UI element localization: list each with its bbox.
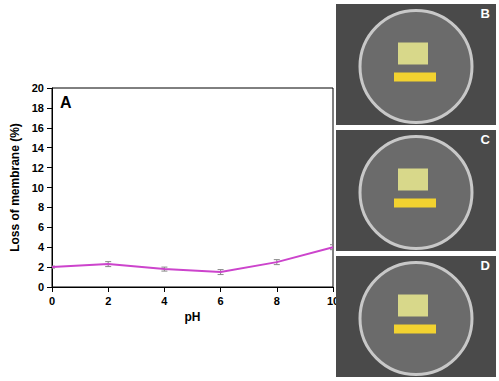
svg-text:2: 2 [105, 295, 111, 307]
svg-text:12: 12 [32, 162, 44, 174]
svg-text:6: 6 [218, 295, 224, 307]
svg-text:pH: pH [185, 310, 201, 324]
html-text:D: D [480, 258, 490, 273]
html-text:B: B [480, 6, 490, 21]
svg-text:14: 14 [32, 142, 45, 154]
svg-text:10: 10 [32, 182, 44, 194]
svg-text:16: 16 [32, 122, 44, 134]
svg-text:8: 8 [274, 295, 280, 307]
svg-text:4: 4 [38, 241, 45, 253]
svg-text:0: 0 [38, 281, 44, 293]
svg-text:Loss of membrane (%): Loss of membrane (%) [8, 123, 22, 252]
svg-text:2: 2 [38, 261, 44, 273]
html-text:C: C [480, 132, 490, 147]
svg-text:0: 0 [49, 295, 55, 307]
svg-text:10: 10 [326, 294, 340, 307]
svg-text:20: 20 [32, 82, 44, 94]
svg-text:4: 4 [161, 295, 168, 307]
svg-text:8: 8 [38, 201, 44, 213]
svg-text:6: 6 [38, 221, 44, 233]
svg-text:A: A [60, 94, 72, 111]
svg-text:18: 18 [32, 102, 44, 114]
